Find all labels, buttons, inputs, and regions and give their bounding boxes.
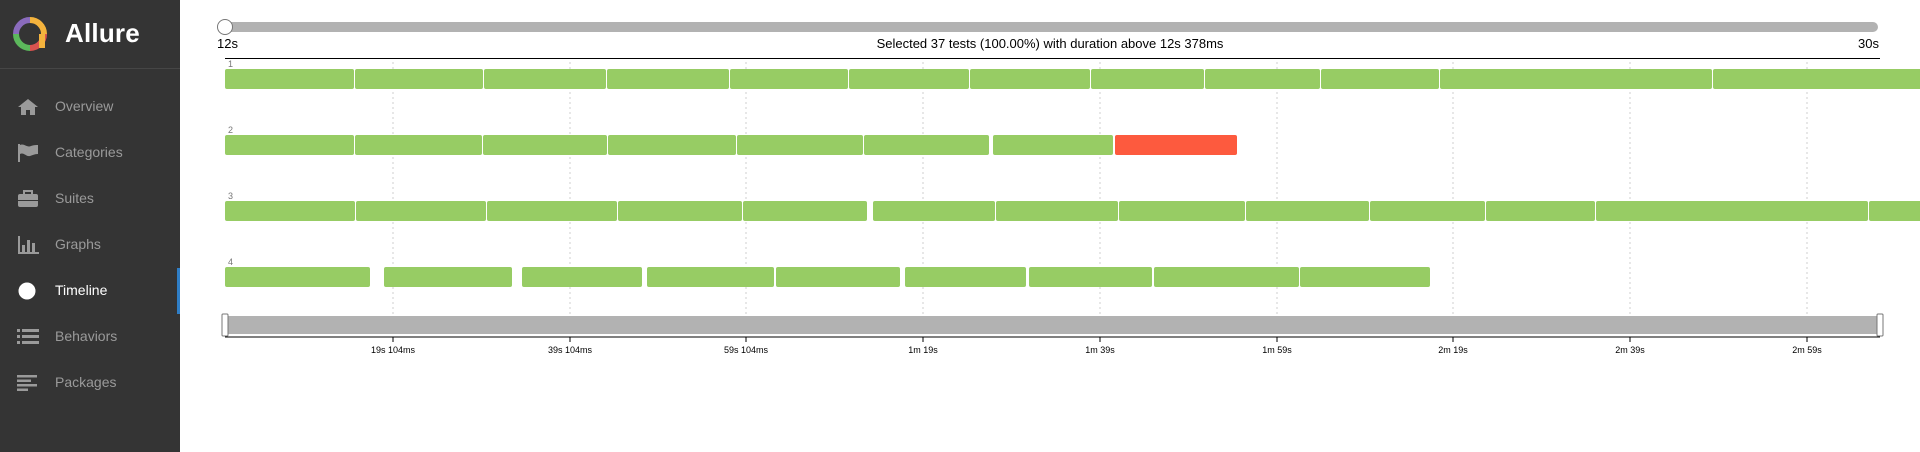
brand[interactable]: Allure	[0, 0, 180, 69]
brush-handle-left[interactable]	[221, 313, 229, 337]
nav-item-label: Packages	[55, 374, 117, 390]
axis-tick-label: 2m 19s	[1438, 345, 1468, 355]
test-bar-passed[interactable]	[355, 135, 482, 155]
briefcase-icon	[17, 190, 39, 208]
allure-logo-icon	[12, 16, 48, 52]
test-bar-passed[interactable]	[1205, 69, 1320, 89]
test-bar-passed[interactable]	[522, 267, 642, 287]
test-bar-passed[interactable]	[647, 267, 774, 287]
test-bar-passed[interactable]	[970, 69, 1090, 89]
test-bar-passed[interactable]	[484, 69, 606, 89]
test-bar-passed[interactable]	[743, 201, 867, 221]
timeline-top-axis	[225, 58, 1880, 59]
test-bar-passed[interactable]	[873, 201, 995, 221]
test-bar-passed[interactable]	[905, 267, 1026, 287]
test-bar-passed[interactable]	[1370, 201, 1485, 221]
test-bar-passed[interactable]	[384, 267, 512, 287]
test-bar-passed[interactable]	[1246, 201, 1369, 221]
sidebar: Allure Overview Categories Suites Graphs…	[0, 0, 180, 452]
timeline-content: 12s Selected 37 tests (100.00%) with dur…	[180, 0, 1920, 452]
row-label: 3	[228, 191, 233, 201]
brush-selection[interactable]	[225, 316, 1880, 334]
test-bar-passed[interactable]	[864, 135, 989, 155]
nav-item-graphs[interactable]: Graphs	[0, 222, 180, 268]
test-bar-passed[interactable]	[1440, 69, 1712, 89]
test-bar-passed[interactable]	[225, 267, 370, 287]
test-bar-passed[interactable]	[225, 69, 354, 89]
test-bar-passed[interactable]	[225, 201, 355, 221]
test-bar-passed[interactable]	[608, 135, 736, 155]
slider-max-label: 30s	[1858, 36, 1879, 51]
test-bar-passed[interactable]	[355, 69, 483, 89]
test-bar-passed[interactable]	[730, 69, 848, 89]
row-label: 4	[228, 257, 233, 267]
axis-tick-label: 1m 59s	[1262, 345, 1292, 355]
duration-slider-track[interactable]	[220, 22, 1878, 32]
test-bar-passed[interactable]	[1300, 267, 1430, 287]
test-bar-passed[interactable]	[1713, 69, 1920, 89]
test-bar-passed[interactable]	[1596, 201, 1868, 221]
flag-icon	[17, 144, 39, 162]
test-bar-passed[interactable]	[607, 69, 729, 89]
test-bar-passed[interactable]	[737, 135, 863, 155]
test-bar-passed[interactable]	[1029, 267, 1152, 287]
nav-item-packages[interactable]: Packages	[0, 360, 180, 406]
axis-tick-label: 19s 104ms	[371, 345, 416, 355]
slider-min-label: 12s	[217, 36, 238, 51]
axis-tick-label: 1m 19s	[908, 345, 938, 355]
test-bar-passed[interactable]	[1486, 201, 1595, 221]
nav-item-timeline[interactable]: Timeline	[0, 268, 180, 314]
test-bar-passed[interactable]	[996, 201, 1118, 221]
test-bar-passed[interactable]	[225, 135, 354, 155]
test-bar-passed[interactable]	[487, 201, 617, 221]
axis-tick-label: 2m 39s	[1615, 345, 1645, 355]
align-left-icon	[17, 374, 39, 392]
axis-tick-label: 39s 104ms	[548, 345, 593, 355]
axis-tick-label: 2m 59s	[1792, 345, 1822, 355]
nav-item-suites[interactable]: Suites	[0, 176, 180, 222]
nav-item-label: Behaviors	[55, 328, 118, 344]
test-bar-passed[interactable]	[1321, 69, 1439, 89]
test-bar-passed[interactable]	[618, 201, 742, 221]
clock-icon	[17, 282, 39, 300]
home-icon	[17, 98, 39, 116]
nav-item-label: Categories	[55, 144, 123, 160]
test-bar-passed[interactable]	[483, 135, 607, 155]
test-bar-passed[interactable]	[776, 267, 900, 287]
nav-item-label: Graphs	[55, 236, 101, 252]
bar-chart-icon	[17, 236, 39, 254]
nav-item-behaviors[interactable]: Behaviors	[0, 314, 180, 360]
row-label: 1	[228, 59, 233, 69]
nav-item-categories[interactable]: Categories	[0, 130, 180, 176]
test-bar-failed[interactable]	[1115, 135, 1237, 155]
brush-handle-right[interactable]	[1876, 313, 1884, 337]
list-icon	[17, 328, 39, 346]
test-bar-passed[interactable]	[1119, 201, 1245, 221]
axis-tick-label: 59s 104ms	[724, 345, 769, 355]
axis-tick-label: 1m 39s	[1085, 345, 1115, 355]
duration-slider-handle[interactable]	[217, 19, 233, 35]
row-label: 2	[228, 125, 233, 135]
app-title: Allure	[65, 18, 140, 48]
test-bar-passed[interactable]	[1154, 267, 1299, 287]
test-bar-passed[interactable]	[993, 135, 1113, 155]
timeline-chart: 1 2 3 4 19s 104ms 39s 104ms 59s 104ms 1m 19s 1m …	[221, 59, 1920, 355]
nav-item-label: Overview	[55, 98, 114, 114]
nav-item-label: Timeline	[55, 282, 108, 298]
test-bar-passed[interactable]	[1869, 201, 1920, 221]
selection-status: Selected 37 tests (100.00%) with duratio…	[876, 36, 1224, 51]
test-bar-passed[interactable]	[1091, 69, 1204, 89]
test-bar-passed[interactable]	[849, 69, 969, 89]
nav-item-label: Suites	[55, 190, 94, 206]
test-bar-passed[interactable]	[356, 201, 486, 221]
nav-item-overview[interactable]: Overview	[0, 84, 180, 130]
